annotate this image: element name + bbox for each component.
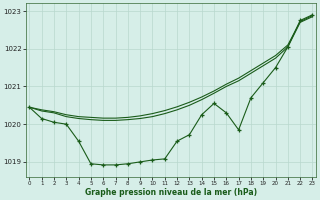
X-axis label: Graphe pression niveau de la mer (hPa): Graphe pression niveau de la mer (hPa)	[85, 188, 257, 197]
